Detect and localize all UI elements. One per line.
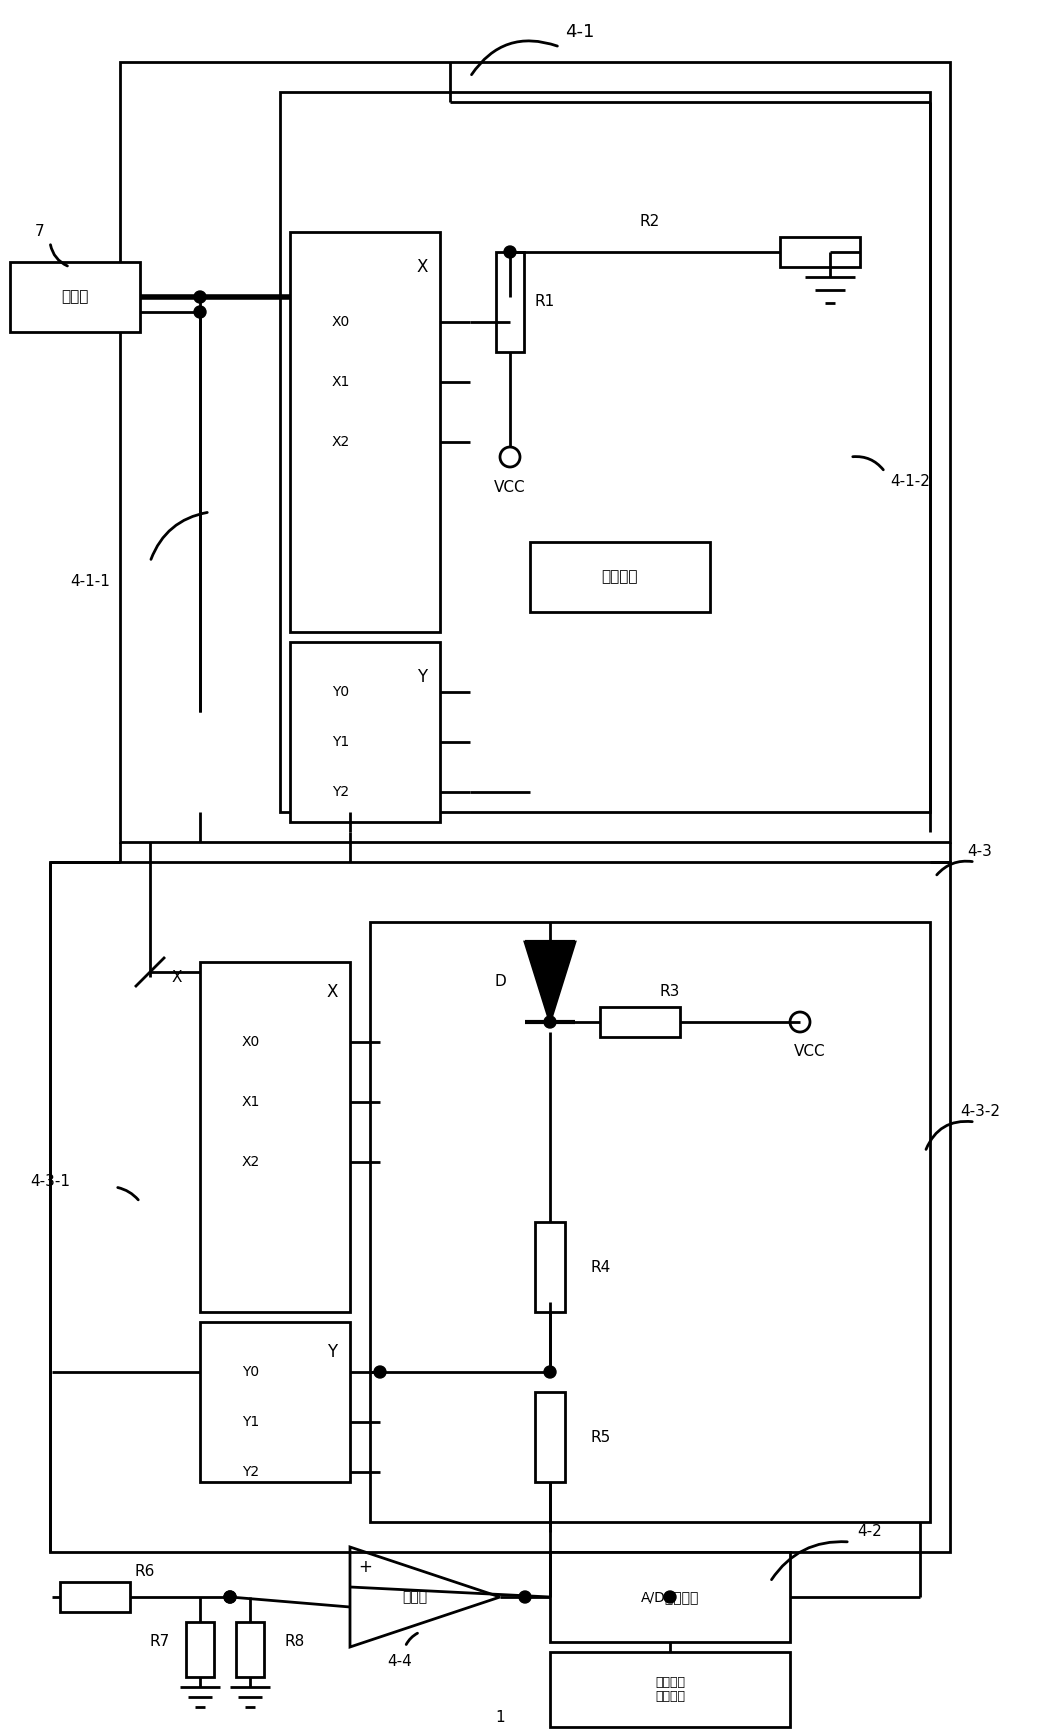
Text: A/D转换电路: A/D转换电路 bbox=[641, 1590, 699, 1604]
Text: R8: R8 bbox=[285, 1635, 305, 1649]
Text: 微处理器
主控电路: 微处理器 主控电路 bbox=[656, 1675, 685, 1704]
Bar bbox=[50, 863, 950, 1552]
Text: 4-1: 4-1 bbox=[566, 23, 595, 42]
Text: 热电偶: 热电偶 bbox=[61, 289, 89, 305]
Text: 4-3: 4-3 bbox=[968, 845, 992, 859]
Bar bbox=[780, 237, 860, 267]
Circle shape bbox=[194, 291, 207, 303]
Text: X: X bbox=[172, 970, 182, 984]
Text: 放大器: 放大器 bbox=[402, 1590, 428, 1604]
Bar bbox=[370, 921, 930, 1522]
Text: X2: X2 bbox=[333, 435, 351, 449]
Bar bbox=[290, 643, 439, 823]
Text: R7: R7 bbox=[149, 1635, 170, 1649]
Text: Y0: Y0 bbox=[243, 1365, 259, 1379]
Text: D: D bbox=[495, 975, 506, 989]
Text: 4-2: 4-2 bbox=[858, 1524, 882, 1540]
Text: R2: R2 bbox=[640, 215, 660, 230]
Bar bbox=[280, 92, 930, 812]
Text: Y: Y bbox=[327, 1342, 337, 1361]
Text: 4-3-1: 4-3-1 bbox=[30, 1174, 70, 1190]
Text: 标准电源: 标准电源 bbox=[602, 570, 639, 584]
Bar bbox=[535, 1223, 566, 1313]
Bar bbox=[550, 1652, 790, 1727]
Text: X: X bbox=[416, 258, 428, 275]
Text: 7: 7 bbox=[35, 225, 44, 239]
Text: X2: X2 bbox=[243, 1155, 261, 1169]
Text: VCC: VCC bbox=[495, 480, 526, 495]
Text: 1: 1 bbox=[496, 1709, 505, 1725]
Text: 4-1-1: 4-1-1 bbox=[70, 575, 110, 589]
Text: X: X bbox=[326, 984, 338, 1001]
Text: Y2: Y2 bbox=[333, 785, 349, 798]
Text: X0: X0 bbox=[243, 1036, 261, 1050]
Circle shape bbox=[194, 307, 207, 319]
Bar bbox=[186, 1621, 214, 1677]
Bar bbox=[120, 62, 950, 842]
Bar bbox=[535, 1393, 566, 1483]
Circle shape bbox=[504, 246, 516, 258]
Text: 4-1-2: 4-1-2 bbox=[890, 475, 930, 490]
Text: R1: R1 bbox=[535, 294, 555, 310]
Text: Y1: Y1 bbox=[333, 734, 349, 748]
Text: Y2: Y2 bbox=[243, 1465, 259, 1479]
Text: VCC: VCC bbox=[794, 1044, 826, 1060]
Circle shape bbox=[374, 1367, 385, 1379]
Circle shape bbox=[225, 1592, 236, 1604]
Polygon shape bbox=[525, 942, 575, 1022]
Text: R4: R4 bbox=[590, 1259, 610, 1275]
Text: X0: X0 bbox=[333, 315, 351, 329]
Text: Y: Y bbox=[417, 669, 427, 686]
Text: Y1: Y1 bbox=[243, 1415, 259, 1429]
Bar bbox=[60, 1581, 130, 1612]
Text: +: + bbox=[358, 1559, 372, 1576]
Text: R6: R6 bbox=[134, 1564, 156, 1580]
Bar bbox=[550, 1552, 790, 1642]
Bar bbox=[200, 961, 351, 1313]
Text: 4-4: 4-4 bbox=[388, 1654, 412, 1670]
Text: X1: X1 bbox=[243, 1095, 261, 1108]
Bar bbox=[496, 251, 524, 352]
Bar bbox=[290, 232, 439, 632]
Bar bbox=[236, 1621, 264, 1677]
Text: R5: R5 bbox=[590, 1429, 610, 1444]
Text: 4-3-2: 4-3-2 bbox=[961, 1105, 1000, 1119]
Bar bbox=[600, 1006, 680, 1037]
Bar bbox=[530, 542, 710, 611]
Text: R3: R3 bbox=[660, 984, 680, 999]
Bar bbox=[200, 1322, 351, 1483]
Circle shape bbox=[519, 1592, 531, 1604]
Text: X1: X1 bbox=[333, 376, 351, 390]
Circle shape bbox=[664, 1592, 676, 1604]
Circle shape bbox=[544, 1367, 556, 1379]
Bar bbox=[10, 262, 140, 333]
Text: Y0: Y0 bbox=[333, 684, 349, 700]
Circle shape bbox=[225, 1592, 236, 1604]
Circle shape bbox=[544, 1017, 556, 1029]
